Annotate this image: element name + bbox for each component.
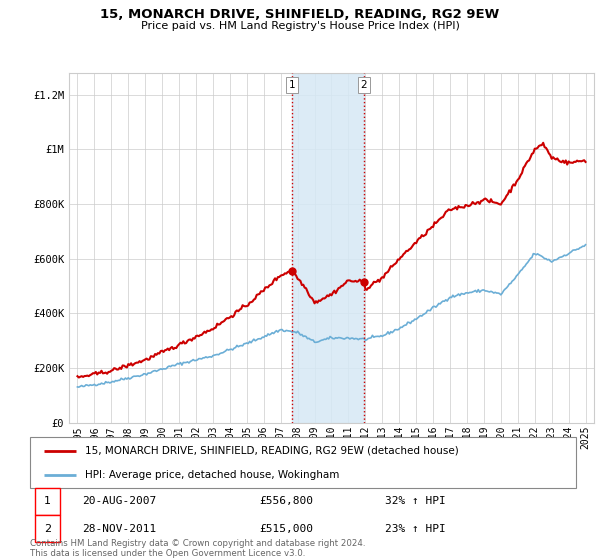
Text: 1: 1: [289, 80, 295, 90]
Text: £556,800: £556,800: [259, 496, 313, 506]
Text: £515,000: £515,000: [259, 524, 313, 534]
FancyBboxPatch shape: [30, 437, 576, 488]
Text: 2: 2: [44, 524, 52, 534]
Text: Contains HM Land Registry data © Crown copyright and database right 2024.
This d: Contains HM Land Registry data © Crown c…: [30, 539, 365, 558]
Text: 2: 2: [361, 80, 367, 90]
Text: 20-AUG-2007: 20-AUG-2007: [82, 496, 156, 506]
Text: 23% ↑ HPI: 23% ↑ HPI: [385, 524, 446, 534]
Text: 28-NOV-2011: 28-NOV-2011: [82, 524, 156, 534]
Text: 15, MONARCH DRIVE, SHINFIELD, READING, RG2 9EW (detached house): 15, MONARCH DRIVE, SHINFIELD, READING, R…: [85, 446, 458, 456]
Text: Price paid vs. HM Land Registry's House Price Index (HPI): Price paid vs. HM Land Registry's House …: [140, 21, 460, 31]
Text: HPI: Average price, detached house, Wokingham: HPI: Average price, detached house, Woki…: [85, 470, 339, 480]
FancyBboxPatch shape: [35, 488, 60, 515]
Text: 32% ↑ HPI: 32% ↑ HPI: [385, 496, 446, 506]
FancyBboxPatch shape: [35, 515, 60, 542]
Text: 1: 1: [44, 496, 51, 506]
Bar: [292, 73, 364, 423]
Text: 15, MONARCH DRIVE, SHINFIELD, READING, RG2 9EW: 15, MONARCH DRIVE, SHINFIELD, READING, R…: [100, 8, 500, 21]
